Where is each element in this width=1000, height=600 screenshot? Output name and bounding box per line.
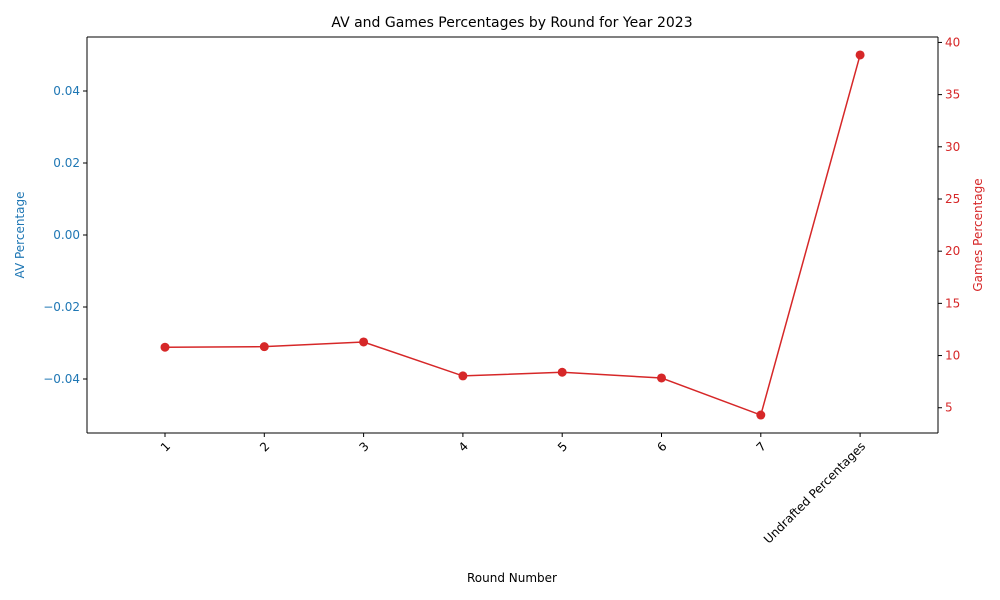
right-tick-label: 20 [945,244,960,258]
games-percentage-point [160,342,170,352]
x-tick-label: 5 [555,439,570,454]
right-tick-label: 5 [945,401,953,415]
x-tick-label: 4 [456,439,471,454]
games-percentage-line [164,54,861,417]
right-tick-label: 10 [945,349,960,363]
x-tick-label: 6 [654,439,669,454]
x-tick-label: 2 [257,439,272,454]
right-tick-label: 15 [945,296,960,310]
chart-title: AV and Games Percentages by Round for Ye… [331,15,692,31]
games-percentage-point [657,373,666,383]
left-tick-label: −0.04 [43,372,80,386]
right-axis-ticks: 5 10 15 20 25 30 35 40 [938,35,960,415]
games-percentage-point [359,337,369,347]
left-axis-label: AV Percentage [13,192,27,279]
games-percentage-point [756,410,766,420]
left-tick-label: 0.02 [53,156,80,170]
left-axis-ticks: −0.04 −0.02 0.00 0.02 0.04 [43,84,87,386]
x-axis-label: Round Number [467,571,557,585]
axes-layer [86,36,939,434]
plot-area [87,37,938,433]
left-tick-label: −0.02 [43,300,80,314]
x-tick-label: 1 [158,439,173,454]
left-tick-label: 0.00 [53,228,80,242]
x-tick-label: Undrafted Percentages [761,439,868,546]
games-percentage-point [557,367,567,377]
series-layer [160,50,865,420]
right-tick-label: 40 [945,35,960,49]
games-percentage-point [855,50,865,60]
right-tick-label: 35 [945,88,960,102]
right-tick-label: 25 [945,192,960,206]
x-tick-label: 3 [356,439,371,454]
x-tick-label: 7 [754,439,769,454]
right-axis-label: Games Percentage [971,178,985,291]
right-tick-label: 30 [945,140,960,154]
games-percentage-point [259,342,269,352]
games-percentage-point [458,371,468,381]
left-tick-label: 0.04 [53,84,80,98]
